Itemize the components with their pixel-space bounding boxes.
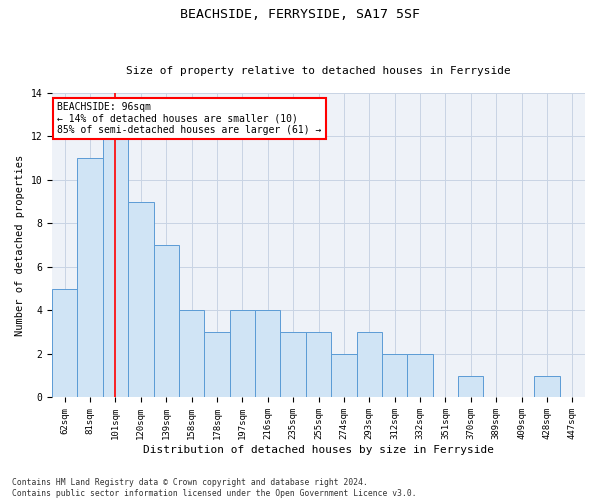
Bar [179, 310, 205, 398]
Bar [306, 332, 331, 398]
Text: BEACHSIDE, FERRYSIDE, SA17 5SF: BEACHSIDE, FERRYSIDE, SA17 5SF [180, 8, 420, 20]
Bar [230, 310, 255, 398]
X-axis label: Distribution of detached houses by size in Ferryside: Distribution of detached houses by size … [143, 445, 494, 455]
Bar [154, 245, 179, 398]
Title: Size of property relative to detached houses in Ferryside: Size of property relative to detached ho… [126, 66, 511, 76]
Bar [52, 288, 77, 398]
Bar [205, 332, 230, 398]
Bar [128, 202, 154, 398]
Bar [458, 376, 484, 398]
Y-axis label: Number of detached properties: Number of detached properties [15, 154, 25, 336]
Bar [331, 354, 356, 398]
Text: BEACHSIDE: 96sqm
← 14% of detached houses are smaller (10)
85% of semi-detached : BEACHSIDE: 96sqm ← 14% of detached house… [58, 102, 322, 136]
Bar [382, 354, 407, 398]
Text: Contains HM Land Registry data © Crown copyright and database right 2024.
Contai: Contains HM Land Registry data © Crown c… [12, 478, 416, 498]
Bar [103, 136, 128, 398]
Bar [407, 354, 433, 398]
Bar [534, 376, 560, 398]
Bar [356, 332, 382, 398]
Bar [77, 158, 103, 398]
Bar [280, 332, 306, 398]
Bar [255, 310, 280, 398]
